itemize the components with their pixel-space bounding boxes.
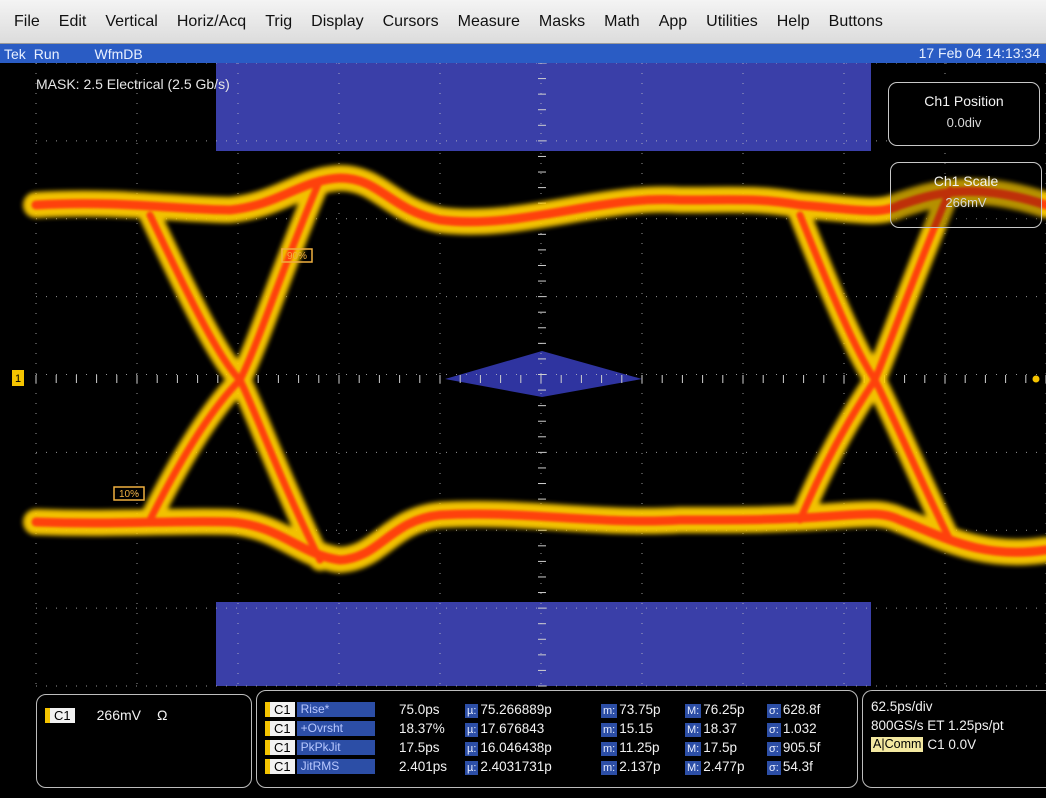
menu-file[interactable]: File bbox=[14, 12, 40, 30]
ch1-scale-control[interactable]: Ch1 Scale 266mV bbox=[890, 162, 1042, 228]
eye-diagram: 90% 10% 1 bbox=[12, 63, 1046, 687]
trigger-mode: A|Comm bbox=[871, 737, 924, 752]
stat-tag-max: M: bbox=[685, 722, 702, 737]
measurement-name: JitRMS bbox=[296, 759, 375, 774]
sample-rate: 800GS/s ET 1.25ps/pt bbox=[871, 718, 1004, 733]
measurement-value: 18.37% bbox=[399, 721, 445, 736]
measurement-channel-tag: C1 bbox=[265, 702, 295, 717]
menu-cursors[interactable]: Cursors bbox=[382, 12, 439, 30]
measurement-sigma: 628.8f bbox=[782, 701, 821, 717]
measurement-channel-tag: C1 bbox=[265, 740, 295, 755]
measurement-max: 17.5p bbox=[703, 739, 738, 755]
measurement-row[interactable]: C1 Rise* 75.0ps µ: 75.266889p m: 73.75p M: 76.25… bbox=[265, 701, 820, 718]
menu-math[interactable]: Math bbox=[604, 12, 640, 30]
stat-tag-max: M: bbox=[685, 703, 702, 718]
measurement-readout[interactable]: C1 Rise* 75.0ps µ: 75.266889p m: 73.75p M: 76.25… bbox=[256, 690, 858, 788]
menu-app[interactable]: App bbox=[658, 12, 688, 30]
scale-title: Ch1 Scale bbox=[933, 173, 999, 189]
stat-tag-min: m: bbox=[601, 741, 618, 756]
measurement-mu: 17.676843 bbox=[480, 720, 545, 736]
measurement-min: 15.15 bbox=[619, 720, 654, 736]
menu-masks[interactable]: Masks bbox=[538, 12, 586, 30]
trigger-level-marker bbox=[1032, 375, 1040, 383]
ch1-ground-marker[interactable]: 1 bbox=[12, 370, 24, 386]
measurement-value: 2.401ps bbox=[399, 759, 448, 774]
position-value: 0.0div bbox=[946, 115, 982, 130]
menu-edit[interactable]: Edit bbox=[58, 12, 87, 30]
stat-tag-mu: µ: bbox=[465, 722, 479, 737]
ch1-position-control[interactable]: Ch1 Position 0.0div bbox=[888, 82, 1040, 146]
measurement-min: 73.75p bbox=[619, 701, 661, 717]
mask-region-top bbox=[216, 63, 871, 151]
graticule-ticks bbox=[35, 63, 1046, 687]
timebase-readout[interactable]: 62.5ps/div 800GS/s ET 1.25ps/pt A|Comm C… bbox=[862, 690, 1046, 788]
stat-tag-min: m: bbox=[601, 722, 618, 737]
stat-tag-mu: µ: bbox=[465, 703, 479, 718]
stat-tag-sigma: σ: bbox=[767, 760, 781, 775]
stat-tag-max: M: bbox=[685, 741, 702, 756]
measurement-row[interactable]: C1 JitRMS 2.401ps µ: 2.4031731p m: 2.137p M: 2.4… bbox=[265, 758, 813, 775]
stat-tag-mu: µ: bbox=[465, 741, 479, 756]
menu-buttons[interactable]: Buttons bbox=[828, 12, 883, 30]
menu-display[interactable]: Display bbox=[311, 12, 364, 30]
scale-value: 266mV bbox=[945, 195, 987, 210]
measurement-channel-tag: C1 bbox=[265, 759, 295, 774]
menu-trig[interactable]: Trig bbox=[265, 12, 293, 30]
channel-coupling: Ω bbox=[156, 707, 168, 723]
measurement-max: 18.37 bbox=[703, 720, 738, 736]
measurement-channel-tag: C1 bbox=[265, 721, 295, 736]
stat-tag-sigma: σ: bbox=[767, 703, 781, 718]
position-title: Ch1 Position bbox=[924, 93, 1004, 109]
measurement-mu: 75.266889p bbox=[480, 701, 552, 717]
waveform-display[interactable]: 90% 10% 1 bbox=[0, 63, 1046, 688]
menu-vertical[interactable]: Vertical bbox=[105, 12, 158, 30]
menu-utilities[interactable]: Utilities bbox=[706, 12, 758, 30]
measurement-name: Rise* bbox=[296, 702, 375, 717]
svg-text:90%: 90% bbox=[287, 251, 307, 262]
svg-text:10%: 10% bbox=[119, 489, 139, 500]
measurement-sigma: 1.032 bbox=[782, 720, 817, 736]
mask-region-bottom bbox=[216, 602, 871, 686]
status-bar: Tek Run WfmDB 17 Feb 04 14:13:34 bbox=[0, 44, 1046, 63]
stat-tag-max: M: bbox=[685, 760, 702, 775]
timebase-per-div: 62.5ps/div bbox=[871, 699, 933, 714]
mask-label: MASK: 2.5 Electrical (2.5 Gb/s) bbox=[36, 76, 230, 92]
channel-scale: 266mV bbox=[96, 707, 141, 723]
menu-horiz-acq[interactable]: Horiz/Acq bbox=[176, 12, 247, 30]
stat-tag-mu: µ: bbox=[465, 760, 479, 775]
run-state[interactable]: Run bbox=[33, 45, 60, 62]
ref-marker-90: 90% bbox=[281, 248, 313, 263]
measurement-max: 76.25p bbox=[703, 701, 745, 717]
menu-bar: File Edit Vertical Horiz/Acq Trig Display Curs… bbox=[0, 0, 1046, 44]
menu-help[interactable]: Help bbox=[776, 12, 810, 30]
measurement-name: +Ovrsht bbox=[296, 721, 375, 736]
measurement-mu: 16.046438p bbox=[480, 739, 552, 755]
datetime: 17 Feb 04 14:13:34 bbox=[918, 45, 1040, 61]
measurement-min: 2.137p bbox=[619, 758, 661, 774]
stat-tag-sigma: σ: bbox=[767, 722, 781, 737]
stat-tag-min: m: bbox=[601, 760, 618, 775]
svg-text:1: 1 bbox=[15, 373, 21, 385]
measurement-value: 17.5ps bbox=[399, 740, 440, 755]
measurement-sigma: 54.3f bbox=[782, 758, 813, 774]
stat-tag-min: m: bbox=[601, 703, 618, 718]
measurement-name: PkPkJit bbox=[296, 740, 375, 755]
measurement-row[interactable]: C1 PkPkJit 17.5ps µ: 16.046438p m: 11.25p M: 17.… bbox=[265, 739, 820, 756]
channel-readout[interactable]: C1 266mV Ω bbox=[36, 694, 252, 788]
trigger-source: C1 0.0V bbox=[927, 737, 977, 752]
measurement-value: 75.0ps bbox=[399, 702, 440, 717]
acq-mode: WfmDB bbox=[94, 45, 143, 62]
stat-tag-sigma: σ: bbox=[767, 741, 781, 756]
measurement-sigma: 905.5f bbox=[782, 739, 821, 755]
ref-marker-10: 10% bbox=[113, 486, 145, 501]
channel-tag: C1 bbox=[45, 707, 75, 723]
menu-measure[interactable]: Measure bbox=[457, 12, 520, 30]
measurement-row[interactable]: C1 +Ovrsht 18.37% µ: 17.676843 m: 15.15 M: 18.37… bbox=[265, 720, 817, 737]
measurement-max: 2.477p bbox=[703, 758, 745, 774]
measurement-min: 11.25p bbox=[619, 739, 660, 755]
brand-label: Tek bbox=[4, 45, 26, 62]
measurement-mu: 2.4031731p bbox=[480, 758, 552, 774]
